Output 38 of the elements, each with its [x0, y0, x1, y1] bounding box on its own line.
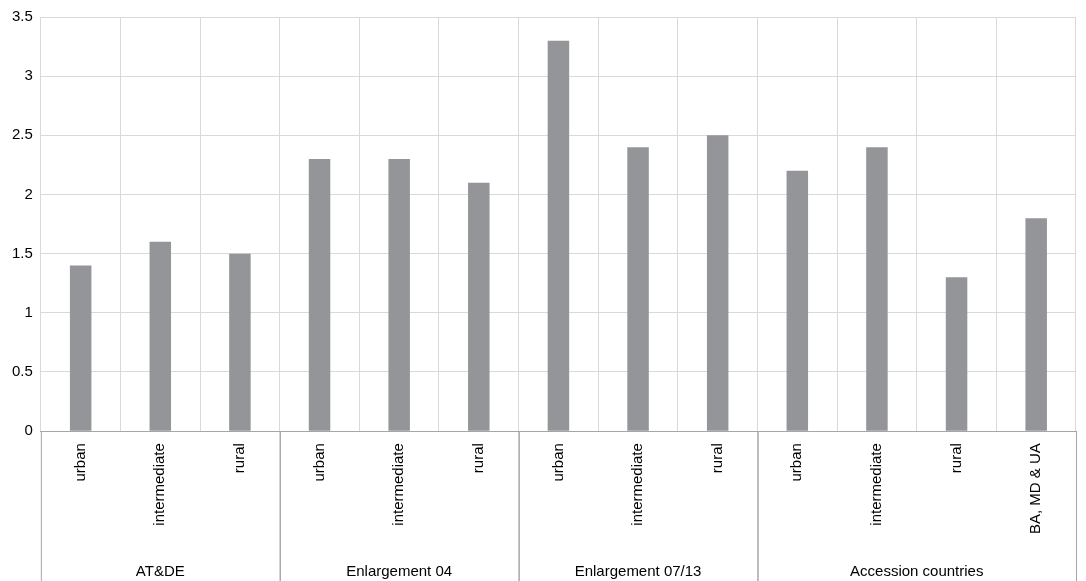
bar: [69, 265, 92, 431]
x-tick-label: BA, MD & UA: [1026, 443, 1044, 535]
text: Accession countries: [850, 561, 984, 579]
x-tick-label: rural: [946, 443, 964, 474]
bar: [945, 277, 968, 431]
y-tick-label: 1.5: [11, 243, 33, 261]
x-tick-label: urban: [70, 443, 88, 482]
y-tick-label: 0.5: [11, 362, 33, 380]
y-tick-label: 3.5: [11, 7, 33, 25]
bar: [308, 158, 331, 431]
x-tick-label: rural: [707, 443, 725, 474]
text: AT&DE: [135, 561, 185, 579]
bar: [866, 147, 888, 431]
x-tick-label: urban: [548, 443, 566, 482]
bar: [149, 241, 172, 431]
text: Enlargement 04: [346, 561, 453, 579]
bar: [786, 170, 809, 431]
y-tick-label: 3: [24, 66, 33, 84]
x-tick-label: rural: [230, 443, 248, 474]
x-tick-label: urban: [787, 443, 805, 482]
y-tick-label: 2: [24, 184, 33, 202]
y-tick-label: 2.5: [11, 125, 33, 143]
x-tick-label: intermediate: [150, 443, 168, 526]
y-tick-label: 0: [24, 421, 33, 439]
bar: [706, 135, 729, 431]
bar: [627, 147, 649, 431]
y-tick-label: 1: [24, 302, 33, 320]
bar: [388, 158, 410, 431]
x-tick-label: urban: [309, 443, 327, 482]
text: Enlargement 07/13: [574, 561, 702, 579]
x-tick-label: intermediate: [628, 443, 646, 526]
bar: [1025, 218, 1047, 431]
x-tick-label: intermediate: [389, 443, 407, 526]
bar: [229, 253, 251, 431]
x-tick-label: rural: [468, 443, 486, 474]
x-tick-label: intermediate: [867, 443, 885, 526]
bar: [468, 182, 490, 431]
bar: [547, 40, 570, 431]
